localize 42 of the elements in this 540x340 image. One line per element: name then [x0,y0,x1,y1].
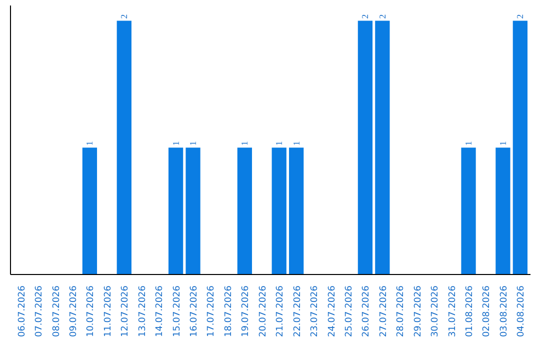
x-tick-label: 27.07.2026 [378,285,389,338]
data-label: 1 [274,141,284,146]
x-tick-label: 17.07.2026 [206,285,217,338]
x-tick-label: 21.07.2026 [276,285,286,338]
x-tick-label: 12.07.2026 [120,285,131,338]
x-tick-label: 02.08.2026 [482,285,492,338]
x-tick-label: 11.07.2026 [103,285,114,338]
x-tick-label: 26.07.2026 [362,285,372,338]
data-label: 2 [377,14,388,19]
x-tick-label: 20.07.2026 [258,285,268,338]
data-label: 1 [291,141,302,146]
x-tick-label: 06.07.2026 [17,285,28,338]
x-tick-label: 24.07.2026 [327,285,338,338]
x-tick-label: 03.08.2026 [499,285,510,338]
x-tick-label: 07.07.2026 [34,285,45,338]
x-tick-label: 19.07.2026 [241,285,252,338]
x-tick-label: 18.07.2026 [224,285,234,338]
x-tick-label: 13.07.2026 [138,285,148,338]
x-tick-label: 30.07.2026 [430,285,441,338]
x-tick-label: 15.07.2026 [172,285,182,338]
x-tick-label: 09.07.2026 [68,285,79,338]
data-label: 1 [170,141,181,146]
x-tick-label: 08.07.2026 [52,285,62,338]
data-label: 1 [84,141,95,146]
x-tick-label: 29.07.2026 [413,285,424,338]
data-label: 1 [240,141,250,146]
data-label: 1 [498,141,508,146]
x-tick-label: 04.08.2026 [516,285,527,338]
x-tick-label: 28.07.2026 [396,285,406,338]
data-label: 2 [360,14,370,19]
x-tick-label: 23.07.2026 [310,285,320,338]
x-tick-label: 22.07.2026 [292,285,303,338]
data-label: 2 [515,14,526,19]
data-label: 1 [464,141,474,146]
x-tick-label: 16.07.2026 [190,285,200,338]
x-tick-label: 31.07.2026 [448,285,458,338]
data-label: 1 [188,141,198,146]
x-tick-label: 25.07.2026 [344,285,354,338]
x-tick-label: 14.07.2026 [155,285,166,338]
x-tick-label: 10.07.2026 [86,285,96,338]
data-label: 2 [119,14,130,19]
x-tick-label: 01.08.2026 [465,285,476,338]
